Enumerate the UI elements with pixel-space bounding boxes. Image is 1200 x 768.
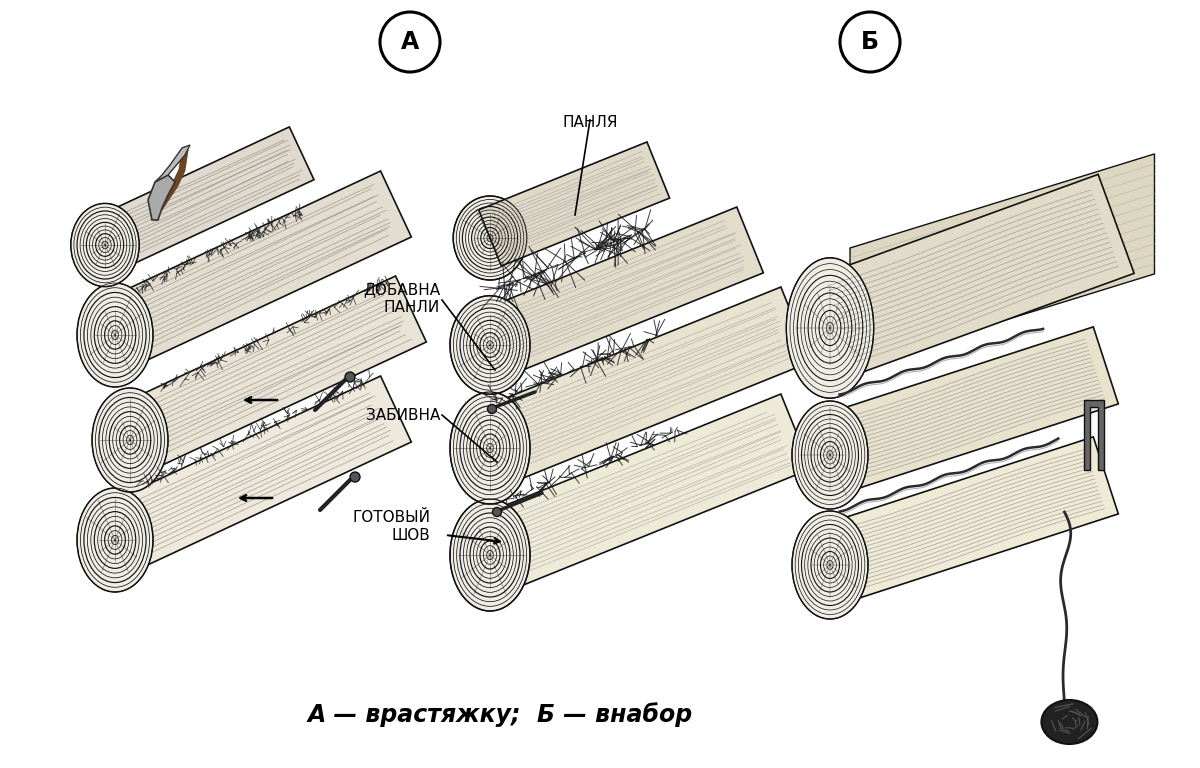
Text: А: А [401, 30, 419, 54]
Text: ПАНЛЯ: ПАНЛЯ [563, 115, 618, 130]
Polygon shape [850, 154, 1154, 368]
Polygon shape [1084, 400, 1104, 470]
Polygon shape [100, 376, 412, 573]
Circle shape [487, 405, 497, 413]
Circle shape [346, 372, 355, 382]
Ellipse shape [786, 258, 874, 398]
Circle shape [350, 472, 360, 482]
Ellipse shape [77, 488, 154, 592]
Polygon shape [475, 394, 811, 592]
Ellipse shape [71, 204, 139, 286]
Ellipse shape [792, 511, 868, 619]
Ellipse shape [77, 283, 154, 387]
Polygon shape [92, 127, 314, 271]
Polygon shape [115, 276, 426, 473]
Text: ДОБАВНА: ДОБАВНА [362, 283, 440, 297]
Ellipse shape [454, 196, 527, 280]
Ellipse shape [1042, 700, 1098, 744]
Polygon shape [479, 142, 670, 266]
Ellipse shape [450, 296, 530, 394]
Text: ЗАБИВНА: ЗАБИВНА [366, 408, 440, 422]
Text: Б: Б [862, 30, 878, 54]
Ellipse shape [450, 499, 530, 611]
Text: ПАНЛИ: ПАНЛИ [384, 300, 440, 316]
Ellipse shape [450, 392, 530, 504]
Polygon shape [817, 327, 1118, 494]
Text: ГОТОВЫЙ: ГОТОВЫЙ [352, 511, 430, 525]
Polygon shape [148, 175, 175, 220]
Circle shape [492, 508, 502, 517]
Polygon shape [812, 174, 1134, 378]
Polygon shape [817, 437, 1118, 604]
Ellipse shape [792, 401, 868, 509]
Polygon shape [475, 287, 811, 485]
Ellipse shape [92, 388, 168, 492]
Text: ШОВ: ШОВ [391, 528, 430, 544]
Polygon shape [476, 207, 763, 378]
Text: А — врастяжку;  Б — внабор: А — врастяжку; Б — внабор [307, 703, 692, 727]
Polygon shape [100, 171, 412, 368]
Polygon shape [155, 145, 190, 182]
